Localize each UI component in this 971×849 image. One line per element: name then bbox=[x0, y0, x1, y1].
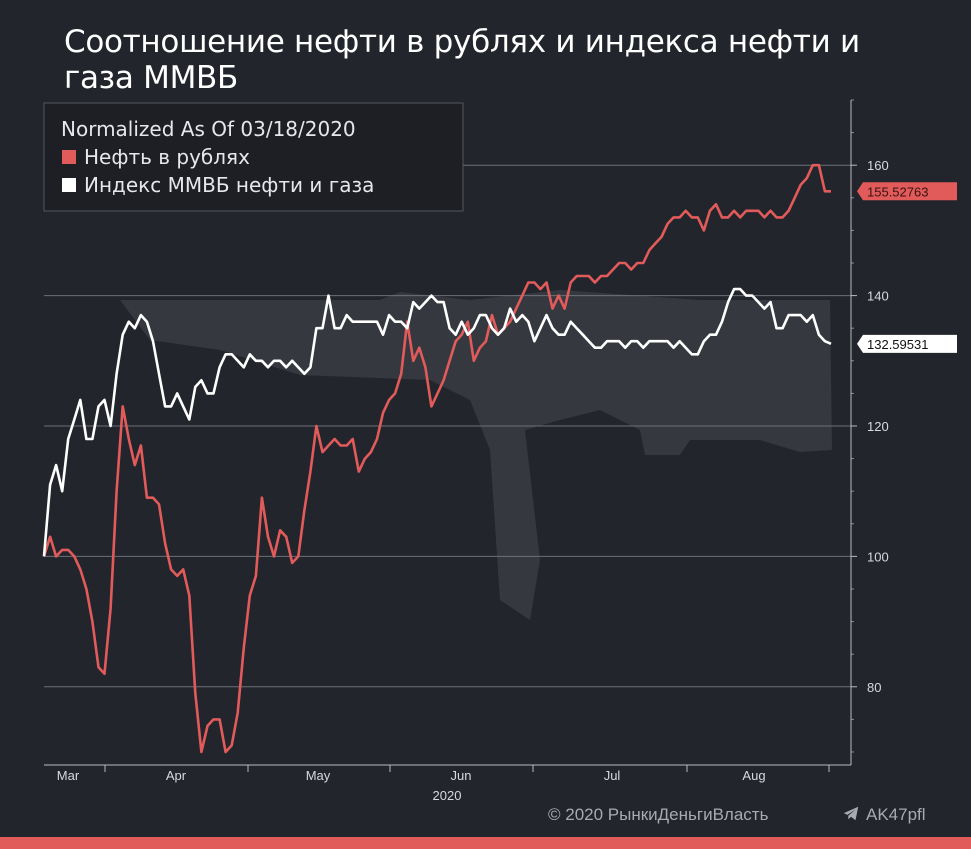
chart-title: Соотношение нефти в рублях и индекса неф… bbox=[64, 24, 860, 96]
legend-label-0: Нефть в рублях bbox=[84, 145, 250, 169]
series-layer bbox=[42, 163, 832, 754]
telegram-icon bbox=[843, 806, 859, 821]
x-tick-label-mar: Mar bbox=[57, 768, 80, 783]
y-tick-label-100: 100 bbox=[867, 549, 889, 564]
legend-label-1: Индекс ММВБ нефти и газа bbox=[84, 173, 374, 197]
x-tick-label-jul: Jul bbox=[604, 768, 621, 783]
legend-swatch-1 bbox=[62, 178, 76, 192]
accent-bar bbox=[0, 837, 971, 849]
series-line-0 bbox=[42, 163, 831, 754]
watermark-rifle-silhouette bbox=[120, 290, 832, 620]
y-tick-label-160: 160 bbox=[867, 158, 889, 173]
x-year-label: 2020 bbox=[433, 788, 462, 803]
axes: 80 100 120 140 160 Mar Apr May Jun Jul Aug 2020 bbox=[44, 99, 889, 803]
y-tick-label-120: 120 bbox=[867, 419, 889, 434]
legend-heading: Normalized As Of 03/18/2020 bbox=[61, 117, 356, 141]
last-value-tag-0 bbox=[857, 182, 957, 201]
last-value-label-1: 132.59531 bbox=[867, 337, 928, 352]
y-tick-label-80: 80 bbox=[867, 680, 881, 695]
grid-lines bbox=[44, 164, 851, 688]
footer: © 2020 РынкиДеньгиВласть AK47pfl bbox=[0, 805, 971, 829]
x-tick-label-apr: Apr bbox=[166, 768, 187, 783]
copyright-text: © 2020 РынкиДеньгиВласть bbox=[548, 805, 769, 824]
y-tick-label-140: 140 bbox=[867, 289, 889, 304]
legend-swatch-0 bbox=[62, 150, 76, 164]
legend-box bbox=[43, 102, 464, 212]
last-value-tag-1 bbox=[857, 334, 957, 353]
x-tick-label-jun: Jun bbox=[451, 768, 472, 783]
author-name: AK47pfl bbox=[866, 805, 926, 824]
last-value-label-0: 155.52763 bbox=[867, 184, 928, 199]
x-tick-label-aug: Aug bbox=[742, 768, 765, 783]
series-line-1 bbox=[42, 287, 832, 557]
legend: Normalized As Of 03/18/2020 Нефть в рубля… bbox=[43, 102, 464, 212]
value-labels: 155.52763 132.59531 bbox=[857, 182, 957, 353]
x-tick-label-may: May bbox=[306, 768, 331, 783]
author-credit: AK47pfl bbox=[842, 805, 926, 825]
